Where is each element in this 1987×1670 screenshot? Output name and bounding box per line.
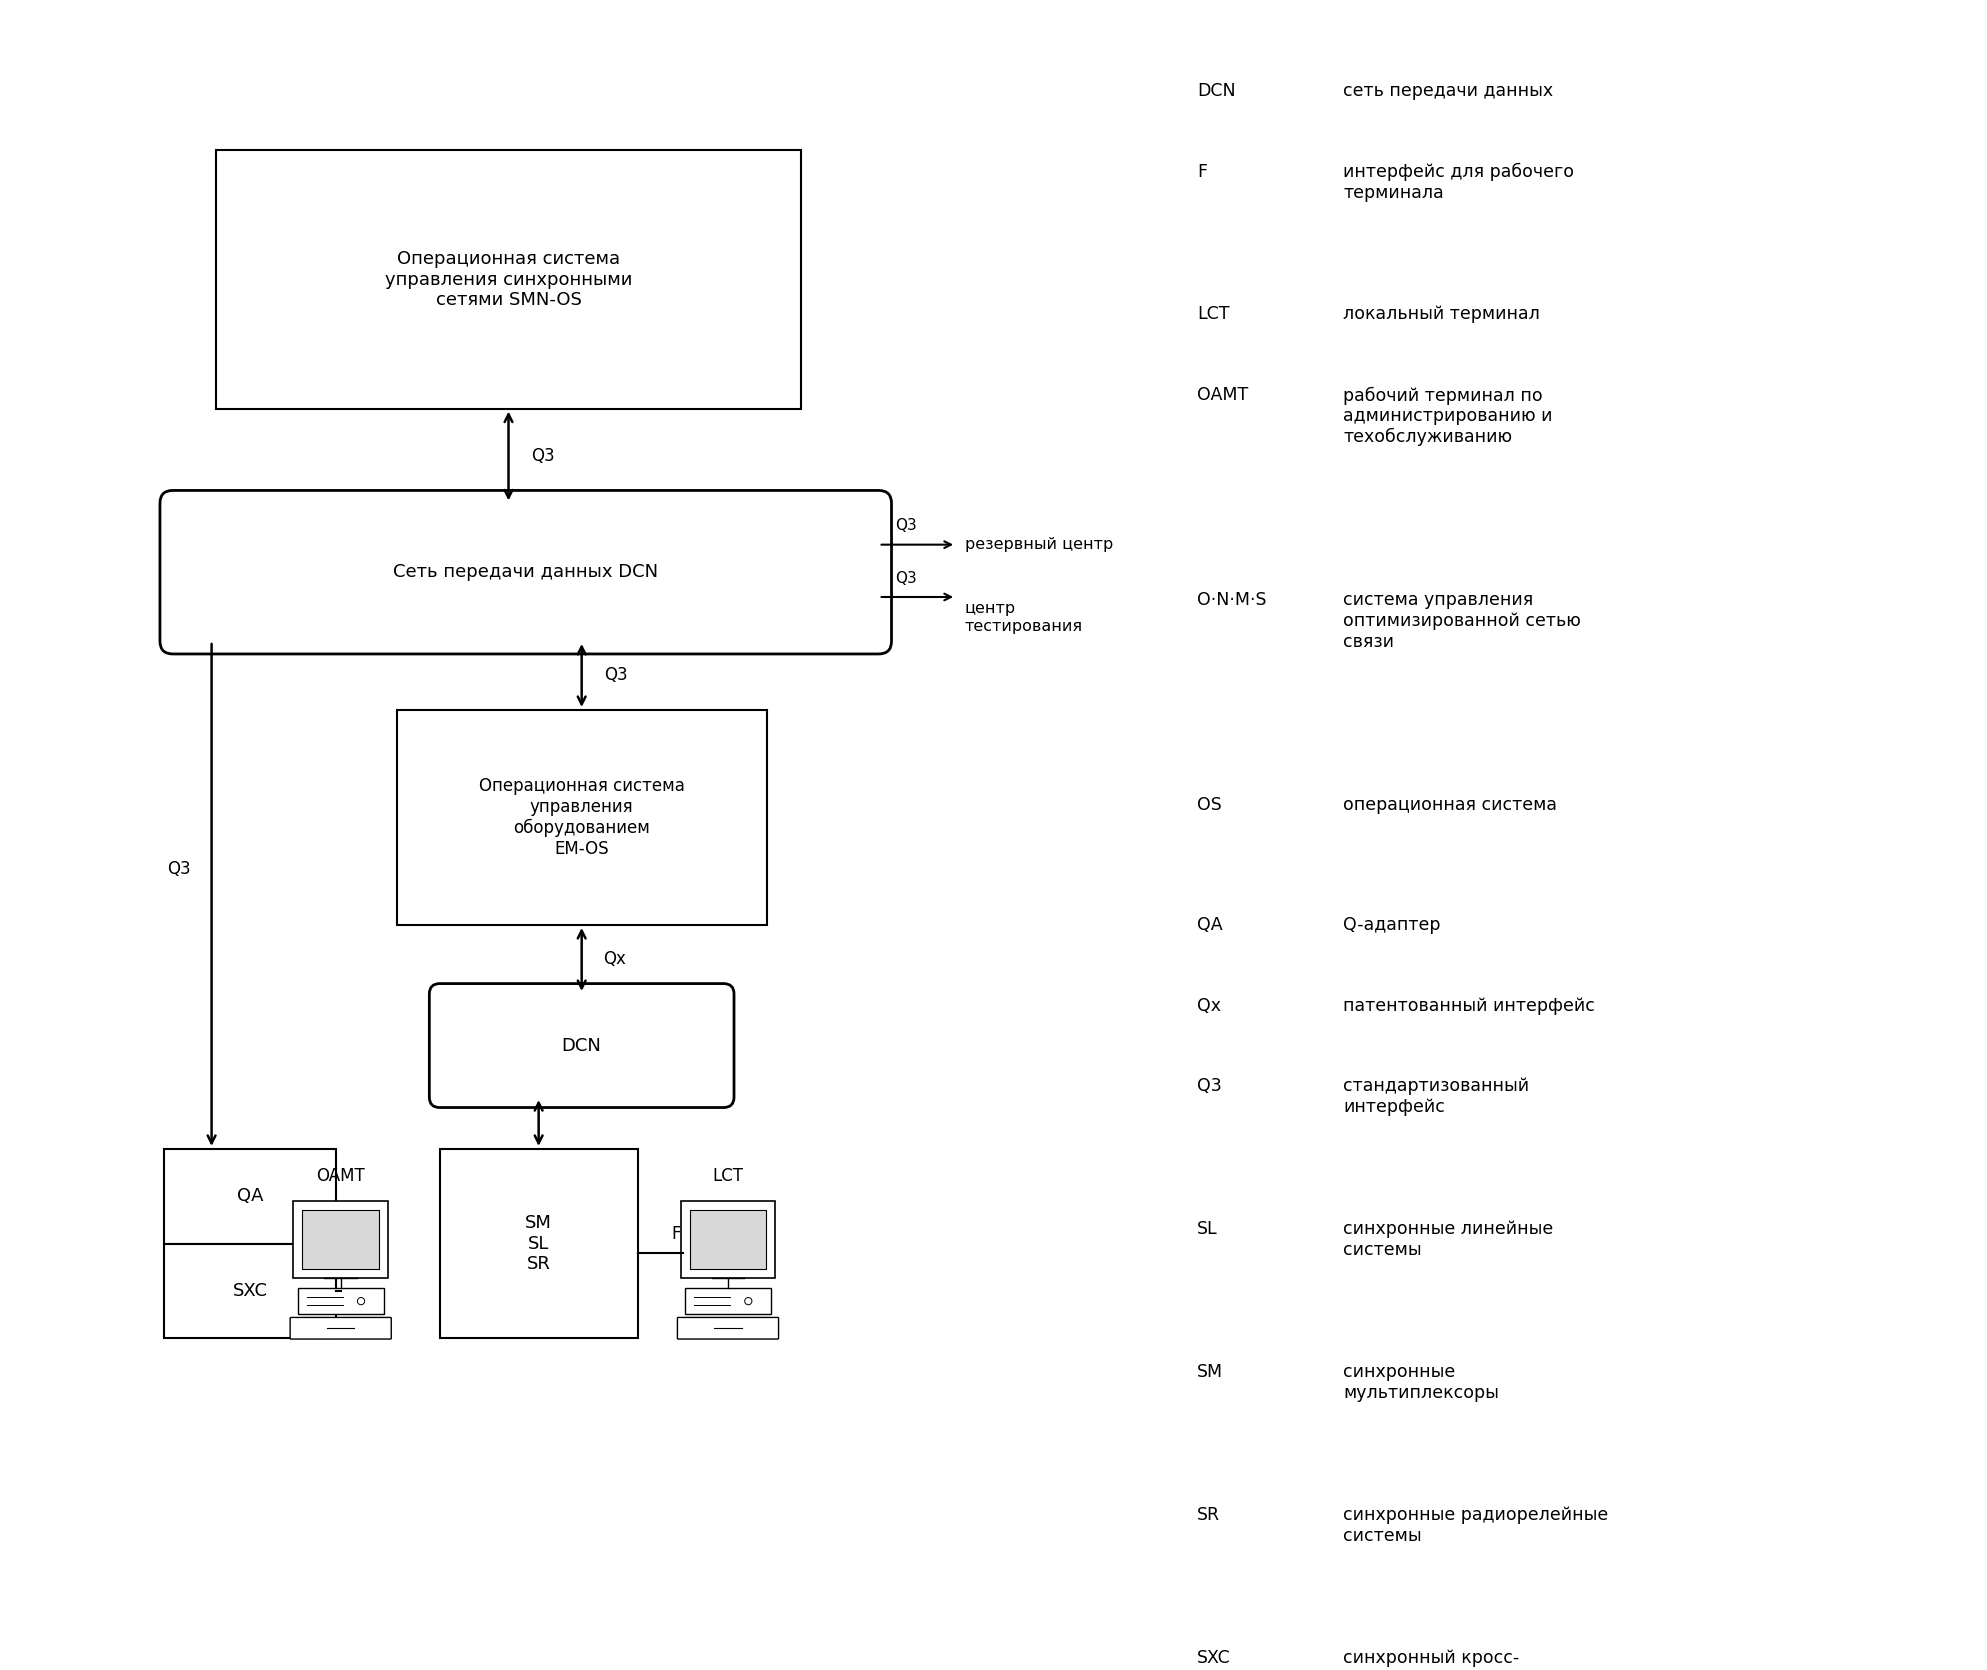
Text: патентованный интерфейс: патентованный интерфейс bbox=[1343, 997, 1596, 1014]
Text: OS: OS bbox=[1196, 797, 1222, 813]
Text: стандартизованный
интерфейс: стандартизованный интерфейс bbox=[1343, 1077, 1530, 1116]
Text: Qx: Qx bbox=[1196, 997, 1222, 1014]
Circle shape bbox=[745, 1298, 751, 1304]
Text: Q3: Q3 bbox=[531, 448, 554, 464]
Text: Операционная система
управления
оборудованием
EM-OS: Операционная система управления оборудов… bbox=[479, 777, 686, 858]
Text: синхронные
мультиплексоры: синхронные мультиплексоры bbox=[1343, 1363, 1500, 1401]
FancyBboxPatch shape bbox=[161, 491, 892, 655]
Text: DCN: DCN bbox=[562, 1037, 602, 1054]
Text: QA: QA bbox=[236, 1187, 264, 1206]
Text: OAMT: OAMT bbox=[316, 1167, 366, 1184]
Text: Q3: Q3 bbox=[896, 518, 918, 533]
Text: LCT: LCT bbox=[1196, 306, 1230, 324]
Text: Q3: Q3 bbox=[1196, 1077, 1222, 1096]
FancyBboxPatch shape bbox=[429, 984, 733, 1107]
Text: синхронные линейные
системы: синхронные линейные системы bbox=[1343, 1221, 1554, 1259]
FancyBboxPatch shape bbox=[165, 1149, 336, 1244]
FancyBboxPatch shape bbox=[439, 1149, 638, 1338]
Text: операционная система: операционная система bbox=[1343, 797, 1558, 813]
Text: LCT: LCT bbox=[713, 1167, 743, 1184]
Text: SXC: SXC bbox=[1196, 1648, 1230, 1667]
Text: SR: SR bbox=[1196, 1506, 1220, 1525]
Text: центр
тестирования: центр тестирования bbox=[964, 601, 1083, 633]
Text: Q3: Q3 bbox=[167, 860, 191, 878]
Text: QA: QA bbox=[1196, 915, 1222, 934]
Text: F: F bbox=[672, 1226, 682, 1242]
FancyBboxPatch shape bbox=[165, 1244, 336, 1338]
FancyBboxPatch shape bbox=[678, 1318, 779, 1339]
Bar bbox=[302, 1209, 380, 1269]
Text: SXC: SXC bbox=[232, 1283, 268, 1299]
Text: Сеть передачи данных DCN: Сеть передачи данных DCN bbox=[393, 563, 658, 581]
Bar bbox=[686, 1289, 771, 1314]
Text: сеть передачи данных: сеть передачи данных bbox=[1343, 82, 1554, 100]
Text: OAMT: OAMT bbox=[1196, 386, 1248, 404]
Bar bbox=[689, 1209, 767, 1269]
Text: Q3: Q3 bbox=[896, 571, 918, 586]
FancyBboxPatch shape bbox=[217, 150, 801, 409]
Circle shape bbox=[358, 1298, 366, 1304]
Text: Qx: Qx bbox=[602, 950, 626, 969]
Bar bbox=[294, 1201, 387, 1278]
FancyBboxPatch shape bbox=[290, 1318, 391, 1339]
Text: система управления
оптимизированной сетью
связи: система управления оптимизированной сеть… bbox=[1343, 591, 1582, 651]
Text: рабочий терминал по
администрированию и
техобслуживанию: рабочий терминал по администрированию и … bbox=[1343, 386, 1554, 446]
Text: SM: SM bbox=[1196, 1363, 1224, 1381]
Text: O·N·M·S: O·N·M·S bbox=[1196, 591, 1266, 610]
Text: локальный терминал: локальный терминал bbox=[1343, 306, 1540, 324]
Text: DCN: DCN bbox=[1196, 82, 1236, 100]
Text: синхронный кросс-
соединитель: синхронный кросс- соединитель bbox=[1343, 1648, 1520, 1670]
Text: синхронные радиорелейные
системы: синхронные радиорелейные системы bbox=[1343, 1506, 1609, 1545]
Bar bbox=[680, 1201, 775, 1278]
Text: резервный центр: резервный центр bbox=[964, 538, 1113, 553]
Text: интерфейс для рабочего
терминала: интерфейс для рабочего терминала bbox=[1343, 162, 1574, 202]
Text: SM
SL
SR: SM SL SR bbox=[525, 1214, 552, 1273]
FancyBboxPatch shape bbox=[397, 710, 767, 925]
Bar bbox=[298, 1289, 383, 1314]
Text: F: F bbox=[1196, 162, 1206, 180]
Text: SL: SL bbox=[1196, 1221, 1218, 1237]
Text: Q3: Q3 bbox=[604, 666, 628, 685]
Text: Q-адаптер: Q-адаптер bbox=[1343, 915, 1441, 934]
Text: Операционная система
управления синхронными
сетями SMN-OS: Операционная система управления синхронн… bbox=[385, 250, 632, 309]
